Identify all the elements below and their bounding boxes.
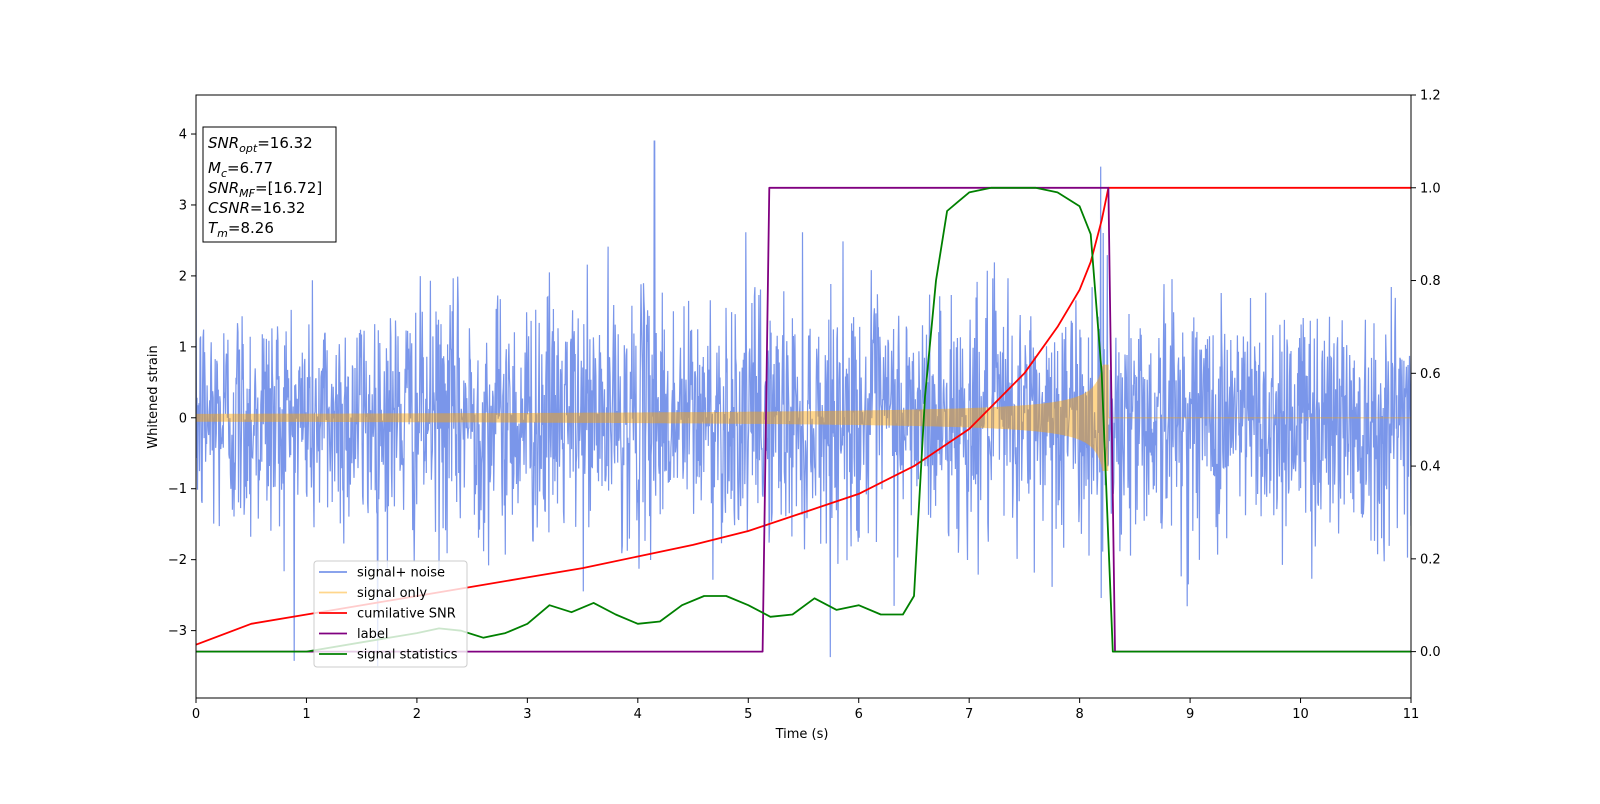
y-tick-label: 4	[179, 128, 187, 143]
y-tick-label: −1	[168, 482, 187, 497]
x-tick-label: 6	[855, 707, 863, 722]
annotation-line: SNRMF=[16.72]	[208, 179, 322, 200]
series-signal-only	[196, 364, 1411, 472]
y-tick-label: −2	[168, 553, 187, 568]
x-tick-label: 10	[1292, 707, 1309, 722]
legend: signal+ noise signal only cumilative SNR la…	[313, 560, 468, 668]
x-axis-label: Time (s)	[775, 727, 829, 742]
legend-label: label	[357, 627, 388, 642]
axis-ticks: 0 1 2 3 4 5 6 7 8 9 10 11 −3 −2 −1 0 1 2 3 4 0.0 0.2 0.4 0.6 0.8…	[168, 89, 1441, 723]
x-tick-label: 4	[634, 707, 642, 722]
x-tick-label: 1	[302, 707, 310, 722]
legend-label: cumilative SNR	[357, 607, 456, 622]
y-tick-label: 0	[179, 411, 187, 426]
x-tick-label: 9	[1186, 707, 1194, 722]
x-tick-label: 0	[192, 707, 200, 722]
legend-frame	[313, 560, 468, 668]
y-tick-label: 3	[179, 198, 187, 213]
y2-tick-label: 1.0	[1420, 181, 1441, 196]
y-tick-label: 1	[179, 340, 187, 355]
series-signal-statistics	[196, 186, 1411, 653]
y2-tick-label: 0.4	[1420, 460, 1441, 475]
legend-label: signal only	[357, 586, 427, 601]
axes-frame	[195, 94, 1412, 699]
stats-annotation-box: SNRopt=16.32 Mc=6.77SNRMF=[16.72]CSNR=16.…	[202, 126, 337, 243]
annotation-line: Mc=6.77	[208, 159, 273, 180]
legend-label: signal+ noise	[357, 566, 445, 581]
legend-label: signal statistics	[357, 648, 458, 663]
x-tick-label: 7	[965, 707, 973, 722]
y-tick-label: 2	[179, 269, 187, 284]
x-tick-label: 8	[1075, 707, 1083, 722]
y2-tick-label: 0.0	[1420, 645, 1441, 660]
y2-tick-label: 0.8	[1420, 274, 1441, 289]
y-axis-label: Whitened strain	[146, 345, 161, 448]
x-tick-label: 5	[744, 707, 752, 722]
annotation-line: CSNR=16.32	[208, 199, 305, 217]
x-tick-label: 2	[413, 707, 421, 722]
x-tick-label: 3	[523, 707, 531, 722]
y2-tick-label: 0.6	[1420, 367, 1441, 382]
y2-tick-label: 0.2	[1420, 552, 1441, 567]
y-tick-label: −3	[168, 624, 187, 639]
x-tick-label: 11	[1403, 707, 1420, 722]
series-signal-plus-noise	[196, 140, 1411, 667]
y2-tick-label: 1.2	[1420, 89, 1441, 104]
annotation-line: SNRopt=16.32	[208, 134, 313, 155]
annotation-frame	[202, 126, 337, 243]
annotation-line: Tm=8.26	[208, 219, 274, 240]
